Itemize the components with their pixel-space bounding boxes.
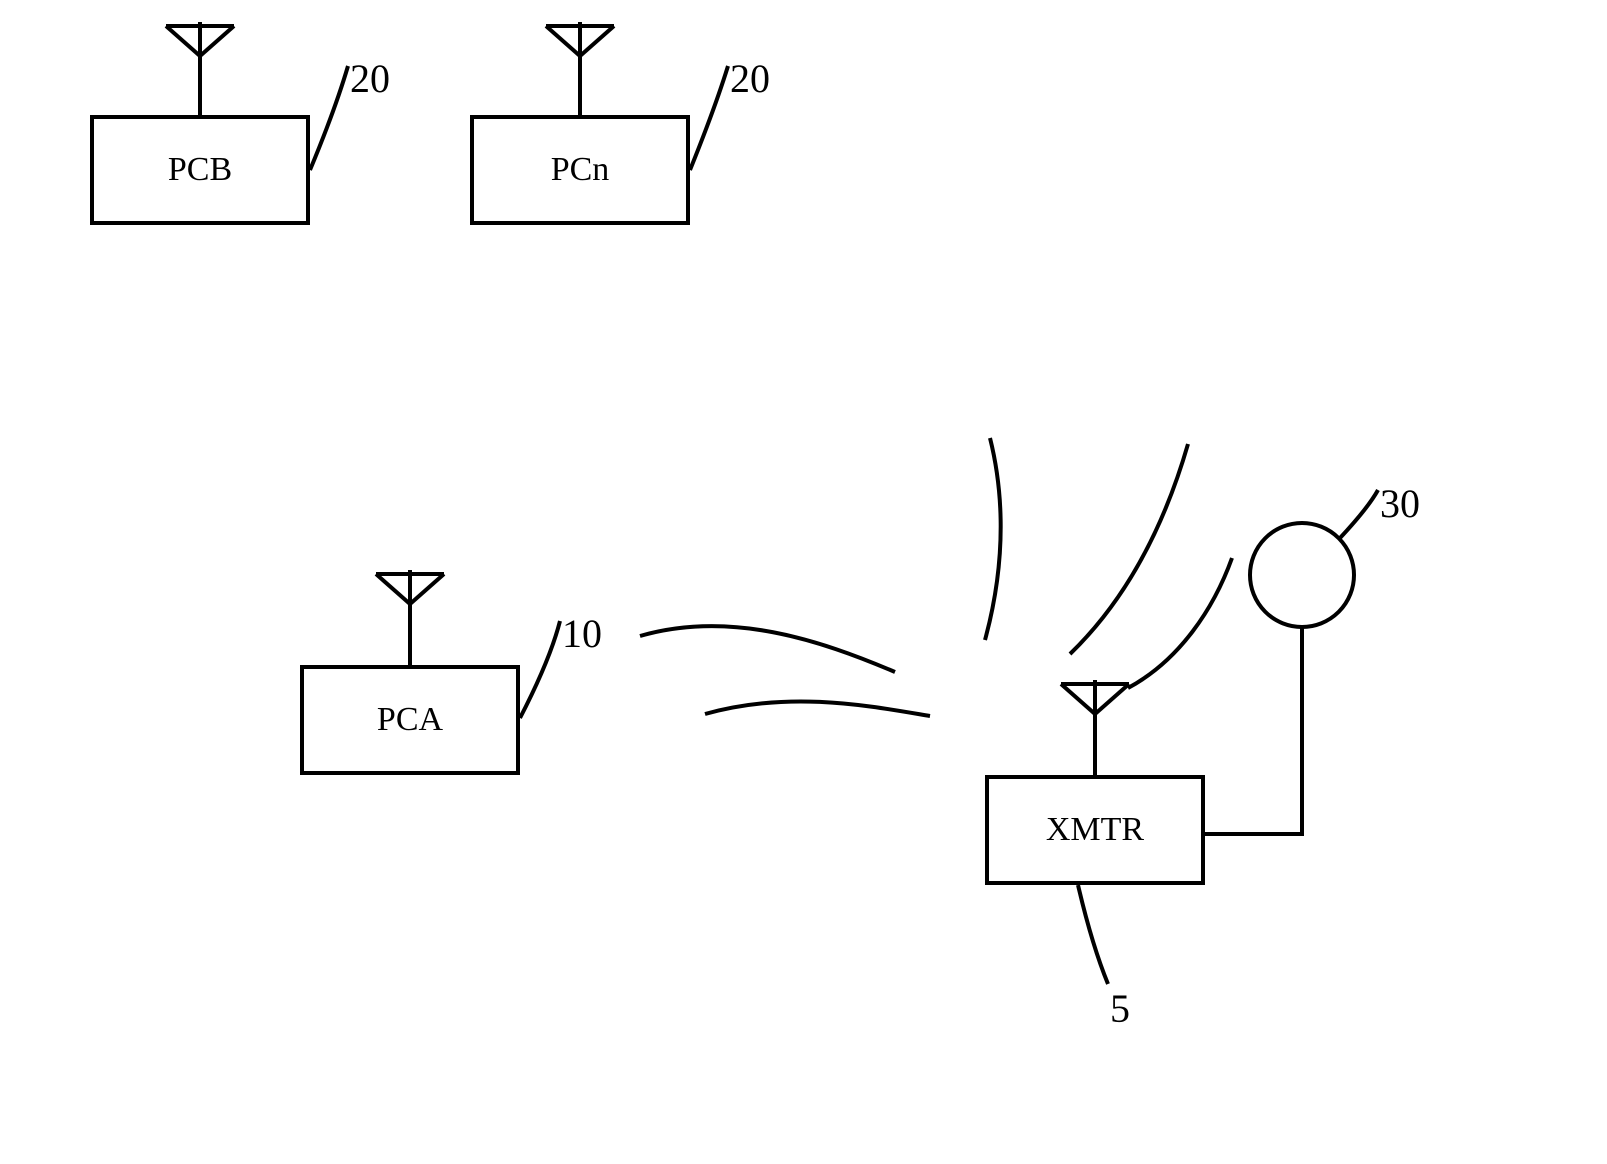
antenna-xmtr-icon [1061, 680, 1129, 775]
ref-pcn: 20 [730, 55, 770, 102]
leader-xmtr [1078, 885, 1108, 984]
leader-pcn [690, 66, 728, 170]
circle-node [1250, 523, 1354, 627]
wave-5 [1128, 558, 1232, 688]
ref-xmtr: 5 [1110, 985, 1130, 1032]
circle-connector [1205, 627, 1302, 834]
leader-circle [1340, 490, 1378, 538]
ref-pcb: 20 [350, 55, 390, 102]
wave-2 [705, 701, 930, 716]
block-pca-label: PCA [377, 701, 443, 739]
block-pcn-label: PCn [551, 151, 610, 189]
block-pcb: PCB [90, 115, 310, 225]
block-pcb-label: PCB [168, 151, 232, 189]
block-xmtr-label: XMTR [1046, 811, 1144, 849]
antenna-pca-icon [376, 570, 444, 665]
ref-pca: 10 [562, 610, 602, 657]
wave-3 [985, 438, 1001, 640]
block-pcn: PCn [470, 115, 690, 225]
block-pca: PCA [300, 665, 520, 775]
leader-pca [520, 621, 560, 718]
wave-1 [640, 626, 895, 672]
ref-circle: 30 [1380, 480, 1420, 527]
antenna-pcn-icon [546, 22, 614, 115]
antenna-pcb-icon [166, 22, 234, 115]
block-xmtr: XMTR [985, 775, 1205, 885]
leader-pcb [310, 66, 348, 170]
wave-4 [1070, 444, 1188, 654]
